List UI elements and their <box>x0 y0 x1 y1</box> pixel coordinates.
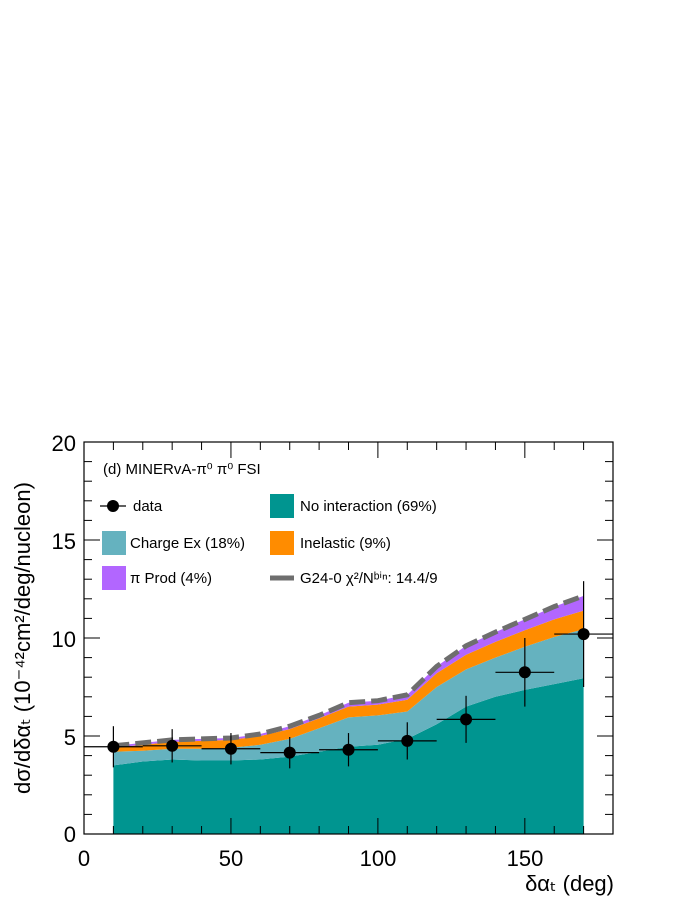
axis-ticks <box>83 441 614 835</box>
legend-total-label: G24-0 χ²/Nᵇⁱⁿ: 14.4/9 <box>300 570 438 587</box>
data-point <box>260 736 320 769</box>
y-tick-label: 5 <box>64 725 76 750</box>
data-point <box>201 733 261 765</box>
legend-charge-ex-swatch <box>102 531 126 555</box>
data-point <box>319 733 378 767</box>
legend-data-label: data <box>133 498 163 515</box>
data-marker <box>166 739 179 752</box>
y-axis-title: dσ/dδαₜ (10⁻⁴²cm²/deg/nucleon) <box>10 482 35 794</box>
legend-pi-prod-label: π Prod (4%) <box>130 570 212 587</box>
x-tick-label: 50 <box>219 846 243 871</box>
legend: data No interaction (69%) Charge Ex (18%… <box>100 494 438 590</box>
y-tick-label: 15 <box>52 529 76 554</box>
x-tick-label: 0 <box>78 846 90 871</box>
panel-label: (d) MINERvA-π⁰ π⁰ FSI <box>103 461 261 478</box>
data-marker <box>518 666 531 679</box>
x-axis-title: δαₜ (deg) <box>525 871 614 896</box>
data-points <box>84 581 613 769</box>
data-marker <box>401 734 414 747</box>
data-marker <box>460 713 473 726</box>
legend-inelastic-label: Inelastic (9%) <box>300 535 391 552</box>
data-marker <box>342 743 355 756</box>
legend-no-interaction-swatch <box>270 494 294 518</box>
legend-inelastic-swatch <box>270 531 294 555</box>
data-point <box>436 695 496 743</box>
data-point <box>142 729 202 763</box>
x-tick-label: 150 <box>507 846 544 871</box>
data-marker <box>577 628 590 641</box>
data-marker <box>107 740 120 753</box>
y-tick-label: 0 <box>64 822 76 847</box>
data-marker <box>283 746 296 759</box>
y-tick-label: 10 <box>52 627 76 652</box>
y-tick-label: 20 <box>52 431 76 456</box>
data-point <box>84 726 143 768</box>
legend-pi-prod-swatch <box>102 566 126 590</box>
data-point <box>554 581 613 687</box>
legend-data-marker <box>107 500 119 512</box>
data-marker <box>224 742 237 755</box>
data-point <box>495 638 555 707</box>
legend-no-interaction-label: No interaction (69%) <box>300 498 437 515</box>
x-tick-label: 100 <box>360 846 397 871</box>
stacked-areas <box>113 595 584 834</box>
total-prediction-line <box>113 593 585 749</box>
data-point <box>377 722 437 760</box>
legend-charge-ex-label: Charge Ex (18%) <box>130 535 245 552</box>
